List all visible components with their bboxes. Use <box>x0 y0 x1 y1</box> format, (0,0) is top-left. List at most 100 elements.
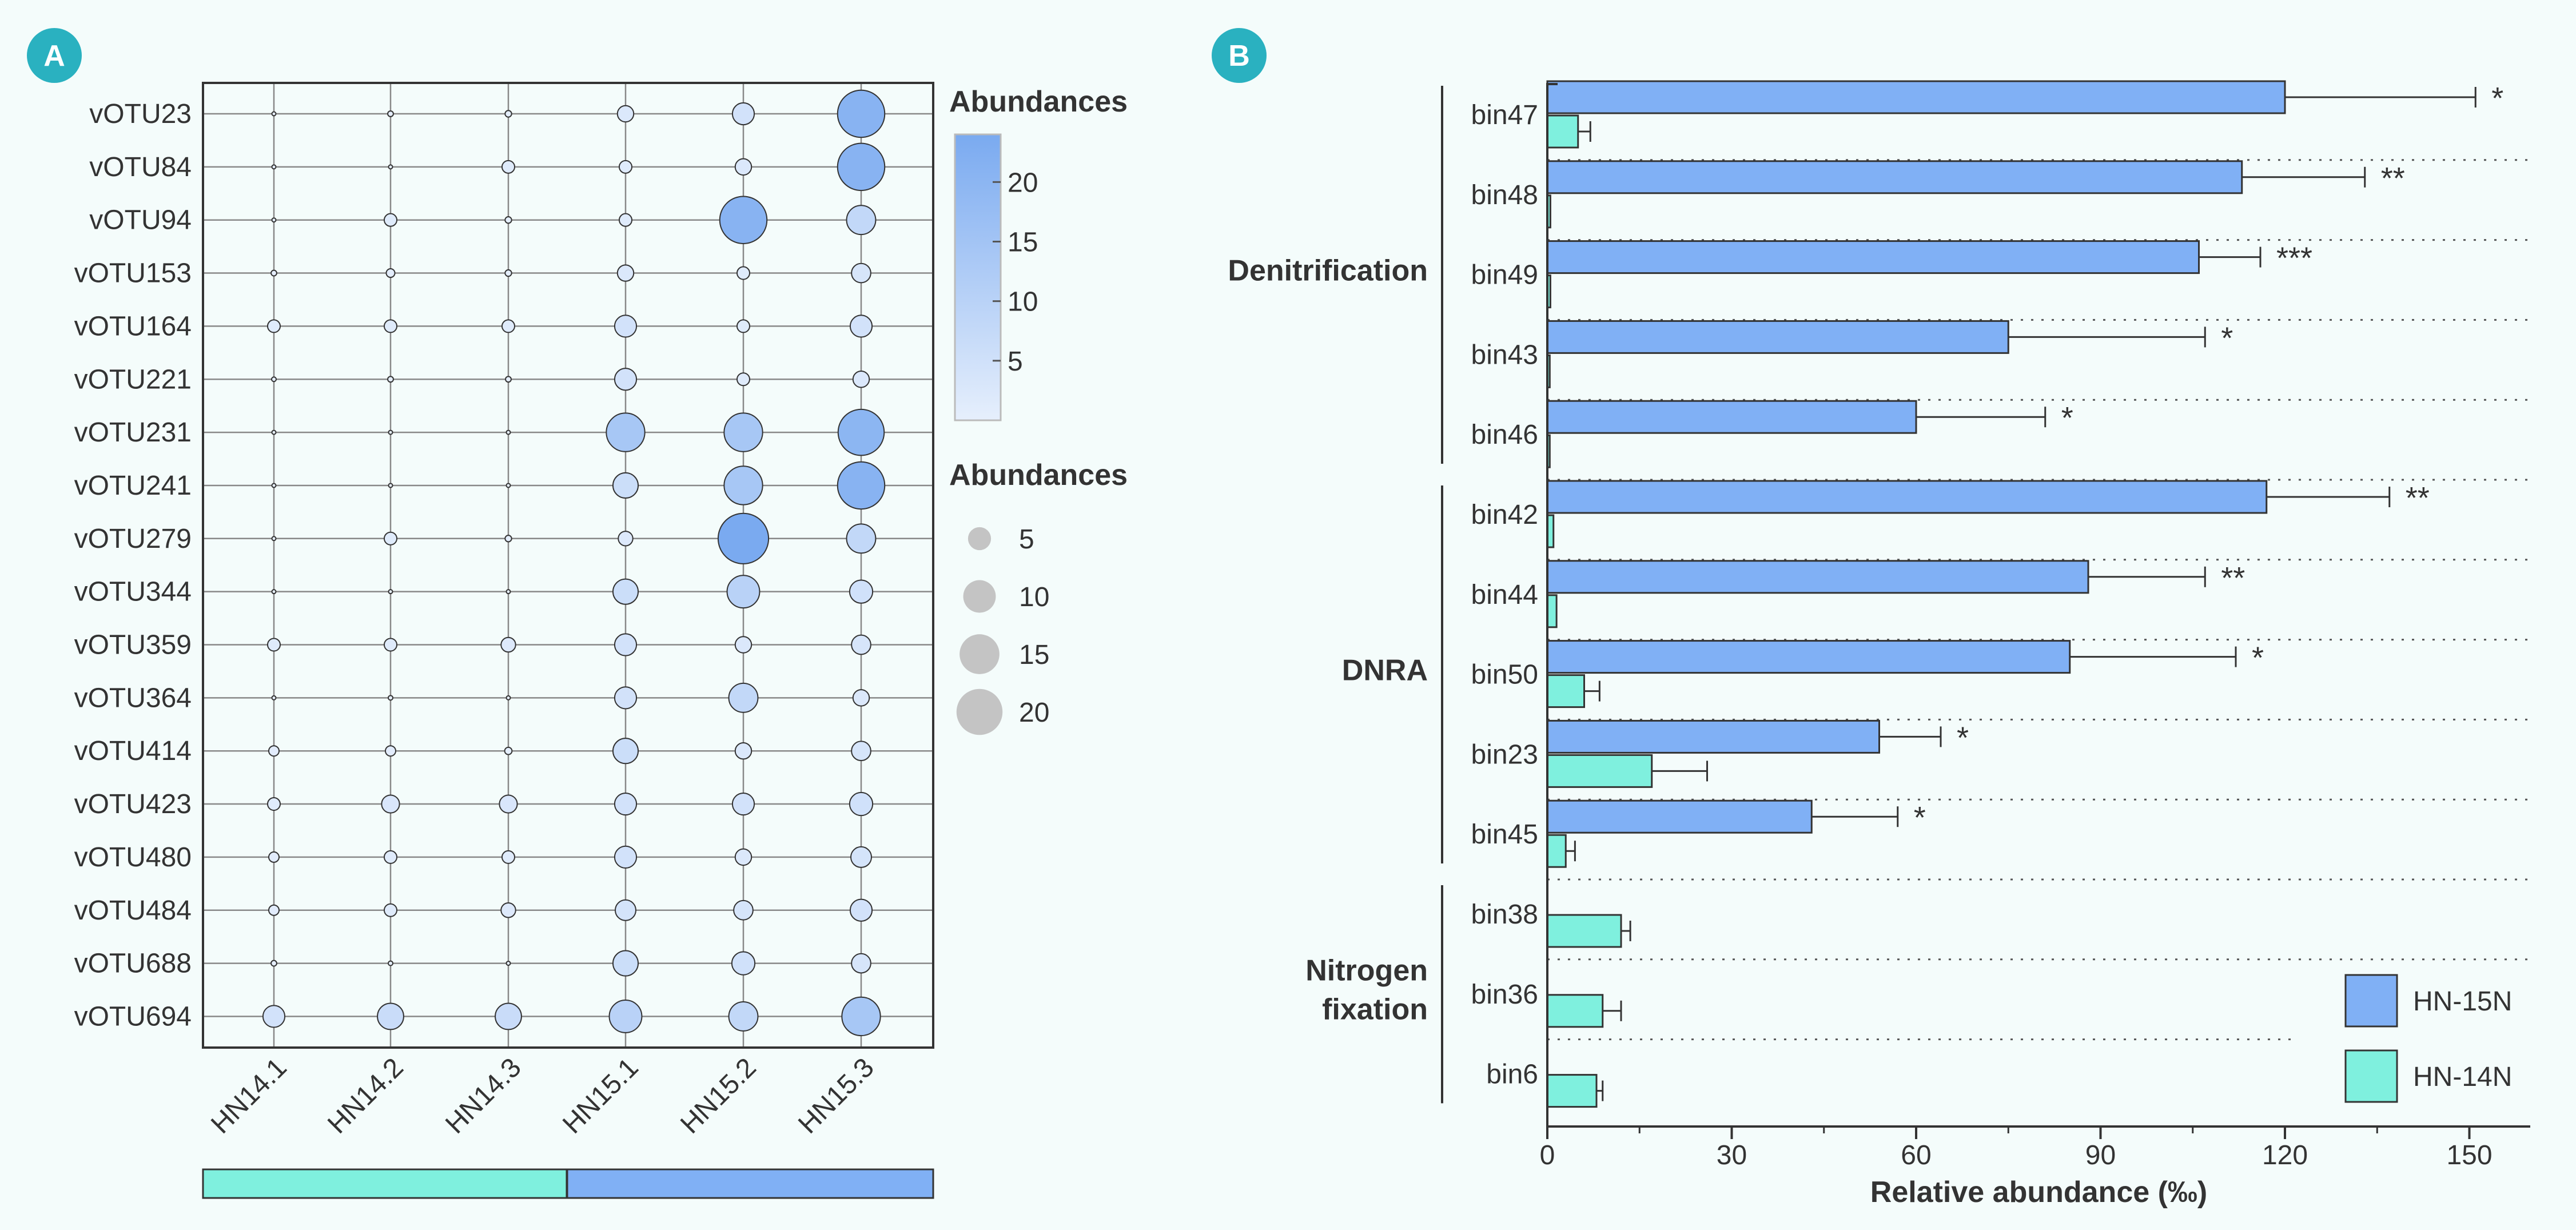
significance-label: * <box>1914 801 1926 835</box>
row-label: vOTU480 <box>74 842 192 873</box>
column-label: HN15.1 <box>557 1052 644 1140</box>
x-tick-label: 120 <box>2262 1140 2308 1171</box>
abundance-dot <box>388 483 393 488</box>
abundance-dot <box>388 164 393 170</box>
size-legend-dot <box>963 580 996 613</box>
abundance-dot <box>383 638 398 652</box>
group-bar-segment <box>566 1168 934 1199</box>
bin-label: bin46 <box>1471 420 1538 450</box>
abundance-dot <box>841 996 881 1037</box>
row-label: vOTU164 <box>74 311 192 341</box>
abundance-dot <box>270 960 277 967</box>
legend-swatch <box>2344 974 2398 1028</box>
row-label: vOTU364 <box>74 683 192 713</box>
bar-hn15n <box>1546 719 1880 754</box>
bin-label: bin49 <box>1471 260 1538 290</box>
group-bar-segment <box>202 1168 568 1199</box>
panel-a: A vOTU23 vOTU84 vOTU94 vOTU153 vOTU164 vOTU22… <box>27 28 1128 1199</box>
abundance-dot <box>387 110 394 117</box>
significance-label: * <box>2252 641 2264 675</box>
bar-hn14n <box>1546 994 1604 1028</box>
abundance-dot <box>271 695 277 700</box>
color-legend: Abundances 5 10 15 20 <box>949 85 1128 421</box>
column-labels: HN14.1 HN14.2 HN14.3 HN15.1 HN15.2 HN15.3 <box>205 1052 880 1140</box>
color-legend-title: Abundances <box>949 85 1128 118</box>
abundance-dot <box>852 689 870 707</box>
abundance-dot <box>731 951 756 976</box>
color-legend-tick-label: 15 <box>1008 228 1038 258</box>
abundance-dot <box>377 1002 404 1030</box>
abundance-dot <box>837 142 886 192</box>
abundance-dot <box>615 899 636 921</box>
abundance-dot <box>381 794 400 814</box>
row-labels: vOTU23 vOTU84 vOTU94 vOTU153 vOTU164 vOTU221 v… <box>74 99 192 1032</box>
abundance-dot <box>736 266 751 280</box>
column-label: HN15.3 <box>793 1052 880 1140</box>
abundance-dot <box>614 792 638 816</box>
abundance-dot <box>504 269 512 277</box>
abundance-dot <box>734 636 753 654</box>
abundance-dot <box>608 999 643 1033</box>
abundance-dot <box>849 315 873 338</box>
abundance-dot <box>387 960 394 966</box>
bin-label: bin50 <box>1471 660 1538 690</box>
significance-label: * <box>2491 81 2503 116</box>
abundance-dot <box>846 205 877 236</box>
abundance-dot <box>734 158 753 176</box>
abundance-dot <box>271 589 277 595</box>
abundance-dot <box>505 483 511 488</box>
abundance-dot <box>612 738 639 765</box>
size-legend-label: 15 <box>1019 640 1049 670</box>
row-label: vOTU153 <box>74 258 192 289</box>
bar-legend: HN-15N HN-14N <box>2344 974 2512 1103</box>
color-legend-tick-label: 20 <box>1008 168 1038 198</box>
abundance-dot <box>505 695 511 700</box>
bar-area: bin47 *bin48 **bin49 ***bin43 *bin46 *bin42 **… <box>1471 80 2527 1108</box>
bar-hn14n <box>1546 674 1585 708</box>
abundance-dot <box>383 531 398 546</box>
bar-hn14n <box>1546 914 1622 948</box>
significance-label: *** <box>2276 241 2312 276</box>
significance-label: * <box>1957 721 1969 755</box>
legend-label: HN-15N <box>2413 986 2512 1017</box>
group-label: DNRA <box>1342 654 1428 687</box>
abundance-dot <box>734 742 753 760</box>
abundance-dot <box>614 315 638 338</box>
color-legend-ticks: 5 10 15 20 <box>993 168 1038 377</box>
size-legend: Abundances 5 10 15 20 <box>949 459 1128 735</box>
row-label: vOTU241 <box>74 471 192 501</box>
abundance-dot <box>850 846 872 868</box>
abundance-dot <box>268 745 280 757</box>
abundance-dot <box>271 536 277 542</box>
abundance-dot <box>505 429 511 435</box>
row-label: vOTU414 <box>74 736 192 766</box>
abundance-dot <box>723 412 763 452</box>
abundance-dot <box>268 851 280 863</box>
abundance-dot <box>383 213 398 227</box>
column-label: HN14.1 <box>205 1052 293 1140</box>
size-legend-dot <box>968 527 992 551</box>
abundance-dot <box>837 461 886 510</box>
abundance-dot <box>501 850 516 864</box>
bin-label: bin44 <box>1471 580 1538 610</box>
group-label: Nitrogen <box>1305 954 1428 988</box>
row-label: vOTU423 <box>74 789 192 819</box>
abundance-dot <box>504 110 512 118</box>
abundance-dot <box>271 429 277 435</box>
abundance-dot <box>719 196 768 244</box>
bar-hn15n <box>1546 160 2243 194</box>
significance-label: * <box>2061 401 2073 435</box>
legend-label: HN-14N <box>2413 1062 2512 1092</box>
abundance-dot <box>505 589 511 595</box>
color-legend-tick-label: 10 <box>1008 287 1038 317</box>
row-label: vOTU484 <box>74 895 192 926</box>
row-label: vOTU84 <box>89 152 192 182</box>
abundance-dot <box>851 741 871 762</box>
abundance-dot <box>383 319 398 333</box>
row-label: vOTU221 <box>74 364 192 395</box>
abundance-dot <box>851 634 871 655</box>
panel-b-letter: B <box>1228 39 1250 73</box>
abundance-dot <box>736 372 751 387</box>
abundance-dot <box>717 512 770 564</box>
abundance-dot <box>504 535 512 543</box>
